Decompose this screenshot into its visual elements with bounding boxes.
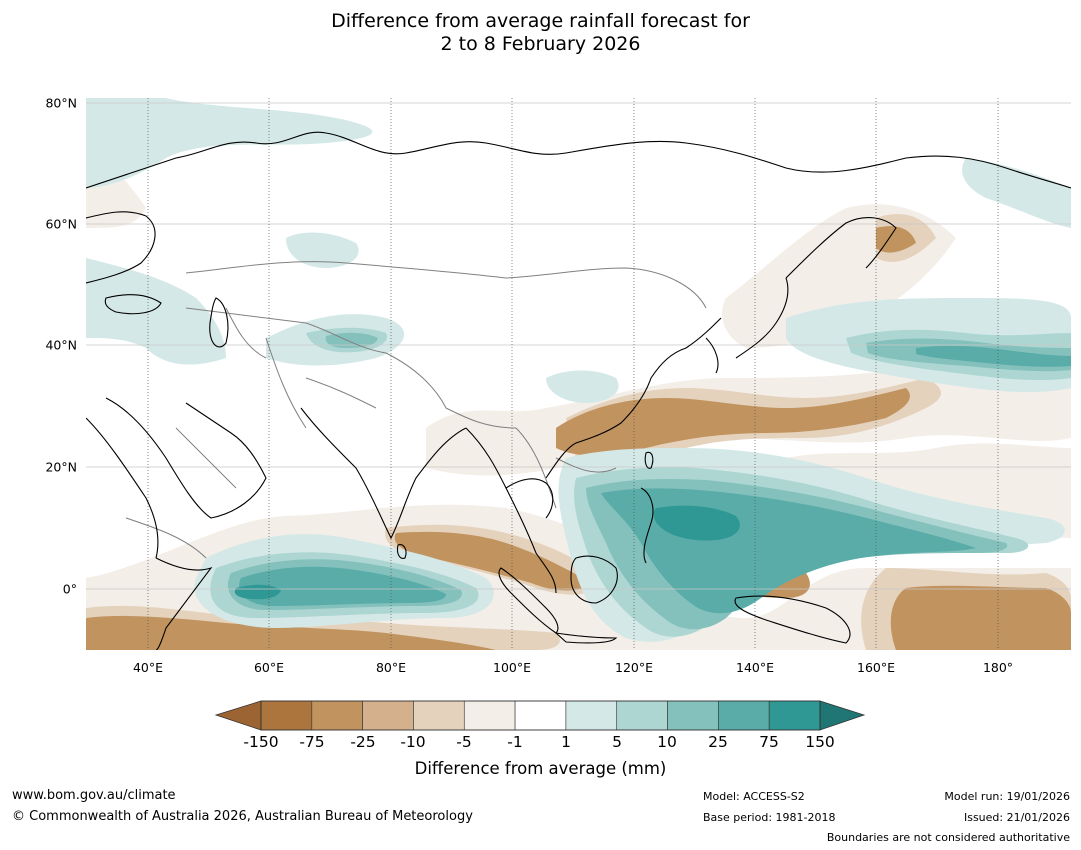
colorbar-frame bbox=[260, 700, 821, 731]
colorbar-tick-2: -75 bbox=[299, 733, 325, 751]
colorbar-title: Difference from average (mm) bbox=[414, 759, 667, 778]
colorbar-cell bbox=[362, 700, 414, 731]
anomaly-contour-m25 bbox=[394, 531, 591, 591]
colorbar bbox=[214, 699, 866, 735]
lat-label-0: 0° bbox=[62, 581, 77, 597]
colorbar-tick-6: -1 bbox=[507, 733, 523, 751]
colorbar-low-extend bbox=[214, 700, 262, 731]
map-canvas bbox=[86, 98, 1071, 650]
colorbar-cell bbox=[311, 700, 363, 731]
colorbar-cell bbox=[565, 700, 618, 731]
disclaimer-text: Boundaries are not considered authoritat… bbox=[826, 831, 1070, 844]
colorbar-cell bbox=[260, 700, 313, 731]
lat-label-60n: 60°N bbox=[45, 216, 77, 232]
lon-label-120e: 120°E bbox=[614, 660, 654, 675]
colorbar-tick-10: 25 bbox=[708, 733, 728, 751]
longitude-gridlines bbox=[147, 98, 999, 650]
anomaly-contour-p1 bbox=[962, 158, 1071, 228]
anomaly-contour-p25 bbox=[239, 566, 446, 606]
colorbar-high-extend bbox=[819, 700, 866, 731]
colorbar-tick-9: 10 bbox=[657, 733, 677, 751]
chart-title: Difference from average rainfall forecas… bbox=[0, 10, 1081, 56]
colorbar-tick-4: -10 bbox=[400, 733, 426, 751]
model-text: Model: ACCESS-S2 bbox=[703, 790, 805, 803]
anomaly-contour-p1 bbox=[86, 258, 226, 365]
colorbar-cell bbox=[768, 700, 821, 731]
lat-label-40n: 40°N bbox=[45, 337, 77, 353]
anomaly-contour-p75 bbox=[234, 584, 281, 600]
rainfall-anomaly-map bbox=[86, 98, 1071, 650]
lon-label-100e: 100°E bbox=[492, 660, 532, 675]
anomaly-contour-m25 bbox=[890, 585, 1071, 650]
colorbar-cell bbox=[413, 700, 465, 731]
colorbar-cell bbox=[667, 700, 719, 731]
lon-label-40e: 40°E bbox=[132, 660, 164, 675]
anomaly-contour-p1 bbox=[546, 370, 619, 403]
anomaly-contour-p75 bbox=[653, 505, 740, 541]
coastlines bbox=[86, 131, 1071, 650]
issued-text: Issued: 21/01/2026 bbox=[963, 811, 1070, 824]
title-line-2: 2 to 8 February 2026 bbox=[440, 33, 641, 55]
lon-label-60e: 60°E bbox=[253, 660, 285, 675]
colorbar-cell bbox=[616, 700, 668, 731]
copyright-text: © Commonwealth of Australia 2026, Austra… bbox=[12, 809, 473, 824]
wet-anomaly-regions bbox=[86, 98, 1071, 642]
base-period-text: Base period: 1981-2018 bbox=[703, 811, 836, 824]
latitude-gridlines bbox=[86, 102, 1071, 590]
lon-label-140e: 140°E bbox=[735, 660, 775, 675]
colorbar-cell bbox=[463, 700, 516, 731]
colorbar-graphic bbox=[214, 700, 866, 731]
colorbar-tick-5: -5 bbox=[456, 733, 472, 751]
country-borders bbox=[125, 261, 707, 559]
colorbar-tick-11: 75 bbox=[759, 733, 779, 751]
lon-label-160e: 160°E bbox=[856, 660, 896, 675]
colorbar-tick-1: -150 bbox=[243, 733, 279, 751]
lat-label-80n: 80°N bbox=[45, 95, 77, 111]
anomaly-contour-p1 bbox=[286, 232, 359, 268]
website-link[interactable]: www.bom.gov.au/climate bbox=[12, 788, 176, 803]
colorbar-cells bbox=[260, 700, 821, 731]
lat-label-20n: 20°N bbox=[45, 459, 77, 475]
colorbar-tick-12: 150 bbox=[805, 733, 835, 751]
lon-label-80e: 80°E bbox=[375, 660, 407, 675]
anomaly-contour-m25 bbox=[876, 226, 916, 253]
colorbar-tick-3: -25 bbox=[350, 733, 376, 751]
colorbar-tick-7: 1 bbox=[561, 733, 571, 751]
anomaly-contour-m25 bbox=[86, 615, 496, 650]
lon-label-180: 180° bbox=[982, 660, 1014, 675]
colorbar-tick-8: 5 bbox=[612, 733, 622, 751]
model-run-text: Model run: 19/01/2026 bbox=[944, 790, 1070, 803]
colorbar-cell bbox=[718, 700, 770, 731]
title-line-1: Difference from average rainfall forecas… bbox=[331, 10, 750, 32]
anomaly-contour-m25 bbox=[556, 388, 910, 456]
anomaly-contour-p25 bbox=[916, 345, 1071, 367]
colorbar-cell bbox=[514, 700, 567, 731]
